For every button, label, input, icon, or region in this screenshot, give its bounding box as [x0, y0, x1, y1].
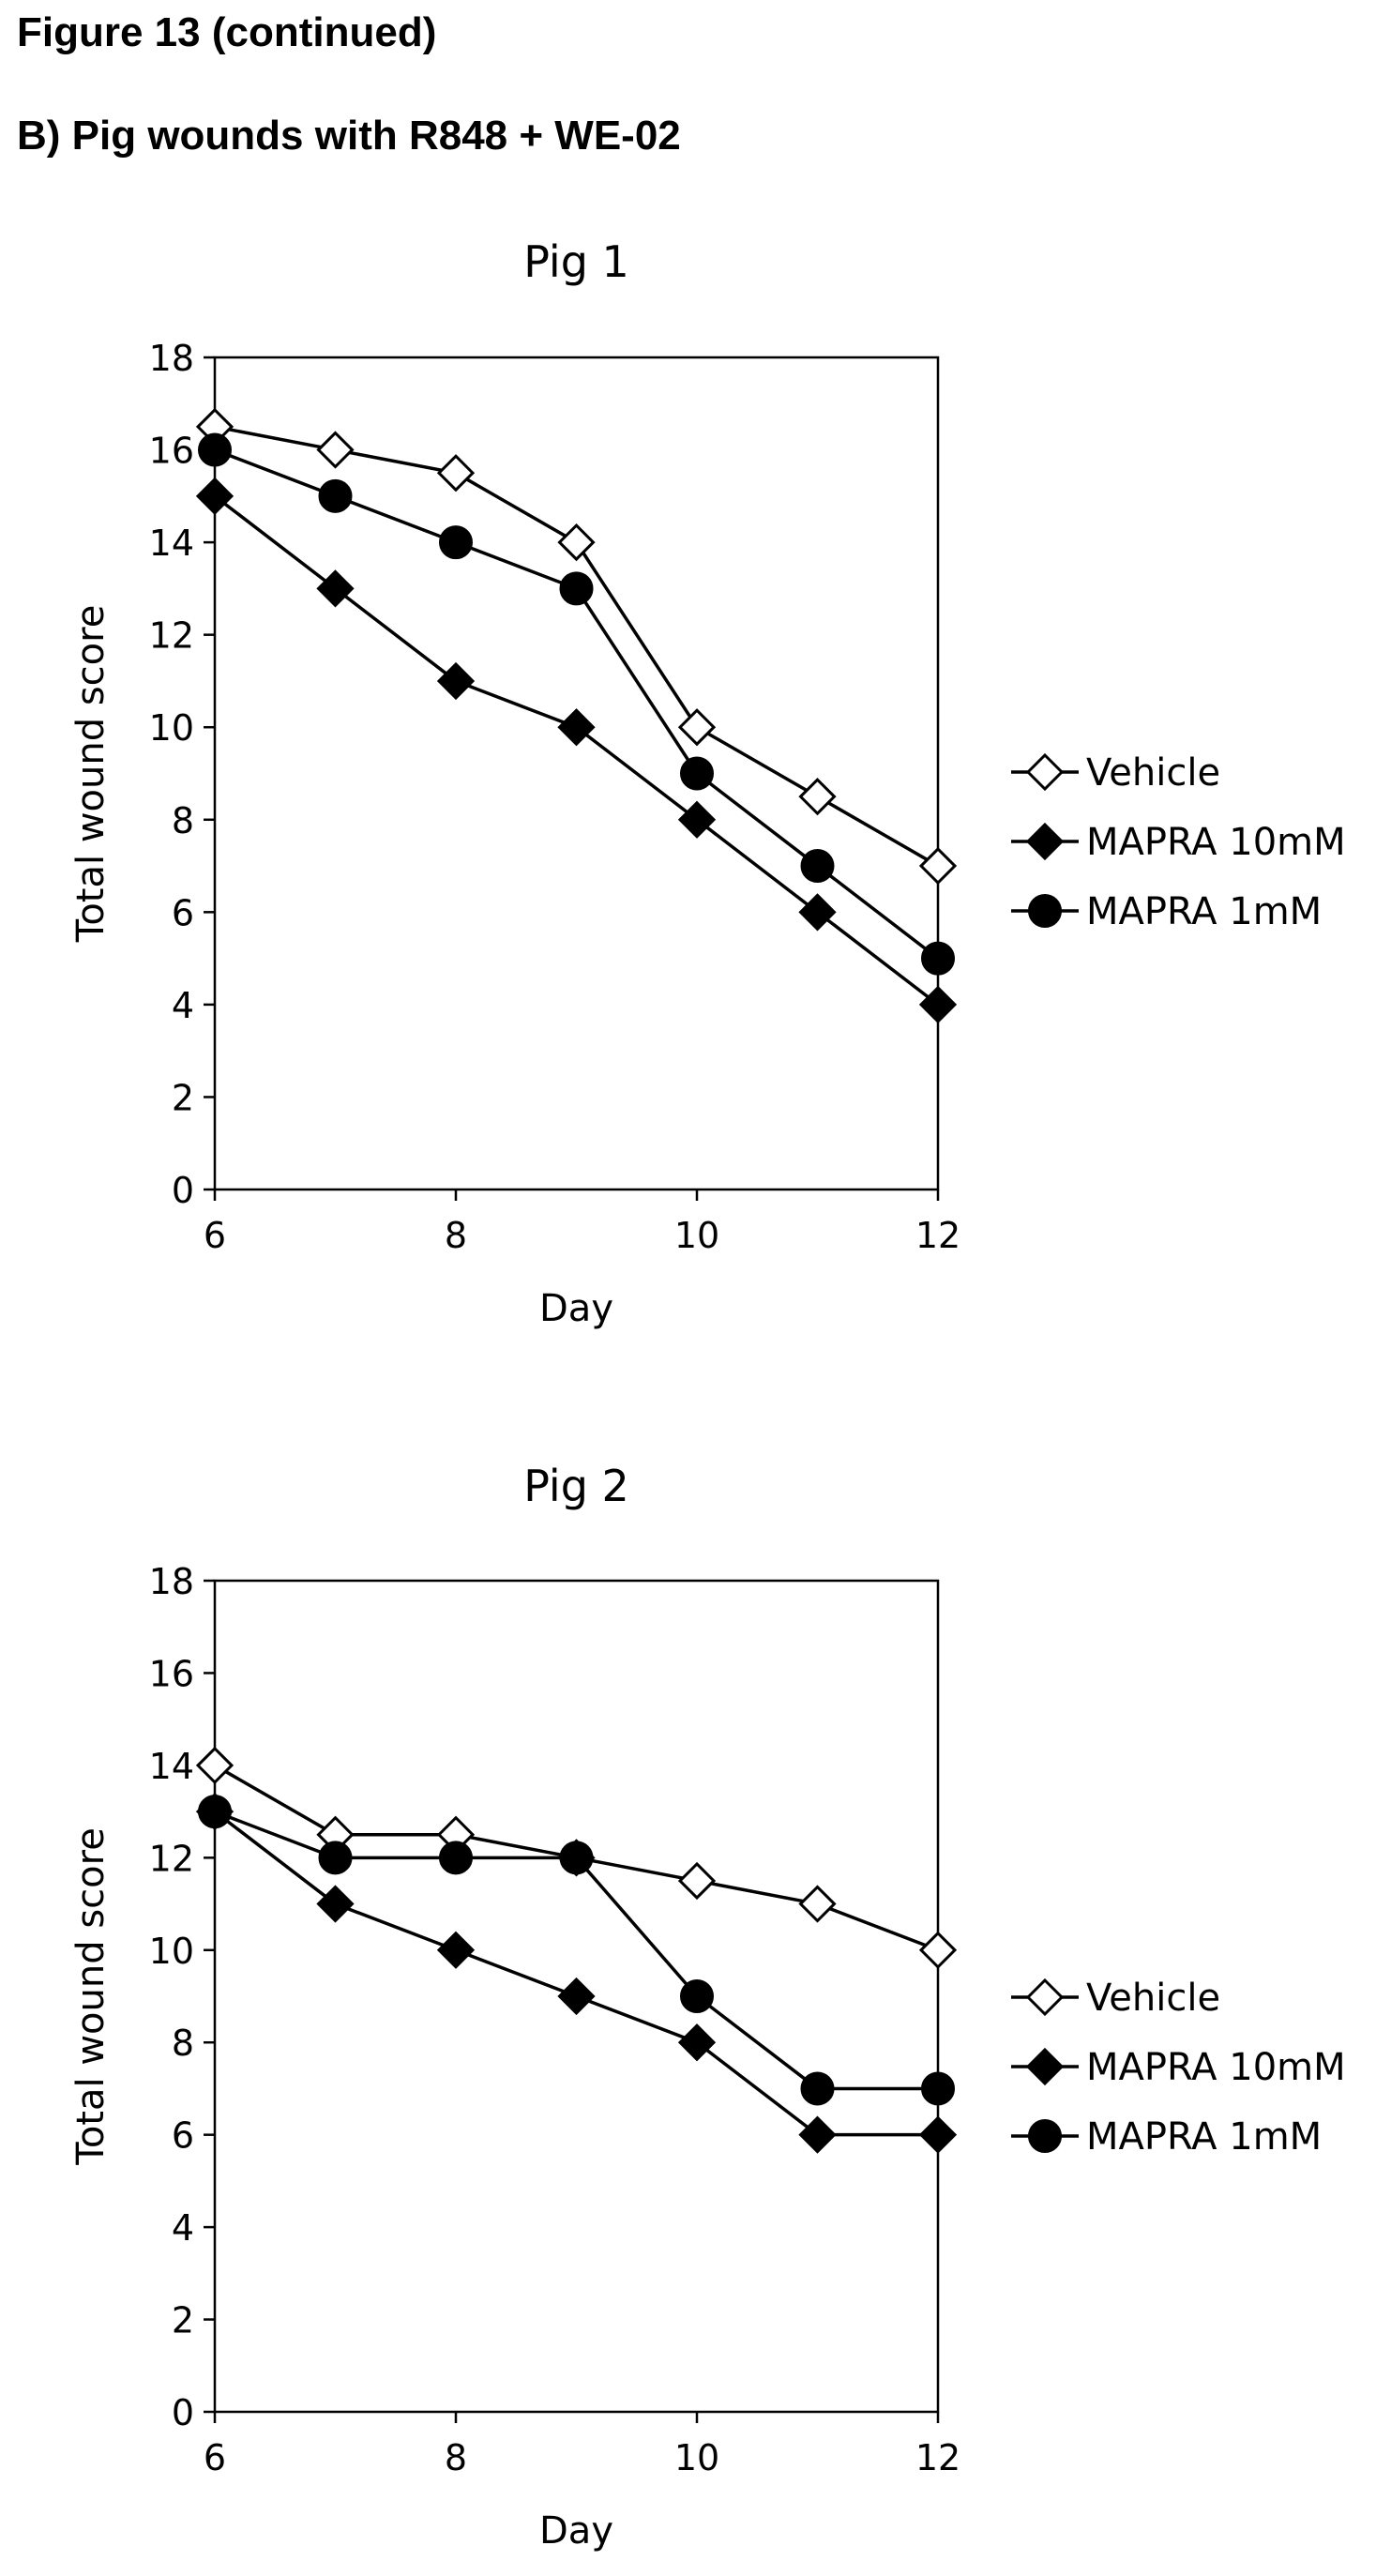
y-tick-label: 0 [172, 2392, 194, 2433]
y-tick-label: 6 [172, 2115, 194, 2157]
x-tick-label: 6 [204, 1215, 226, 1256]
data-point [921, 941, 955, 976]
data-point [436, 661, 476, 701]
data-point [677, 800, 717, 839]
data-point [918, 846, 958, 886]
data-point [316, 1885, 355, 1923]
data-point [559, 571, 594, 606]
y-tick-label: 12 [149, 615, 194, 657]
legend-marker [1028, 894, 1062, 928]
data-point [798, 1885, 837, 1923]
data-point [318, 478, 353, 513]
data-point [195, 1746, 234, 1785]
data-point [800, 2071, 835, 2106]
data-point [677, 2023, 717, 2062]
data-point [439, 1841, 473, 1875]
plot-frame [213, 356, 940, 1191]
y-tick-label: 10 [149, 707, 194, 749]
y-tick-label: 14 [149, 1746, 194, 1787]
x-tick-label: 12 [915, 2437, 960, 2478]
data-point [198, 432, 232, 467]
y-tick-label: 10 [149, 1931, 194, 1972]
data-point [559, 1841, 594, 1875]
data-point [677, 708, 717, 747]
y-tick-label: 6 [172, 892, 194, 933]
y-tick-label: 4 [172, 2207, 194, 2249]
data-point [436, 1931, 476, 1969]
x-tick-label: 10 [674, 2437, 719, 2478]
chart-title: Pig 2 [523, 1461, 629, 1511]
series-3 [198, 432, 955, 976]
legend-label: MAPRA 10mM [1086, 2046, 1346, 2089]
legend-label: Vehicle [1086, 751, 1220, 795]
legend: Vehicle MAPRA 10mM MAPRA 1mM [1011, 1977, 1346, 2159]
data-point [316, 569, 355, 608]
y-axis-label: Total wound score [69, 605, 113, 944]
y-tick-label: 8 [172, 800, 194, 841]
data-point [195, 477, 234, 515]
x-tick-label: 8 [445, 1215, 467, 1256]
data-point [680, 756, 714, 791]
legend-marker [1025, 1977, 1065, 2017]
y-tick-label: 14 [149, 523, 194, 564]
y-tick-label: 2 [172, 1077, 194, 1118]
data-point [800, 849, 835, 884]
x-axis-label: Day [539, 1287, 613, 1330]
x-tick-label: 10 [674, 1215, 719, 1256]
data-point [918, 1931, 958, 1969]
series-2 [195, 477, 958, 1024]
data-point [557, 523, 596, 562]
legend-marker [1028, 2119, 1062, 2153]
legend-label: MAPRA 1mM [1086, 890, 1322, 933]
x-tick-label: 12 [915, 1215, 960, 1256]
data-point [680, 1979, 714, 2013]
y-axis-label: Total wound score [69, 1827, 113, 2166]
legend-marker [1025, 2047, 1065, 2086]
chart-pig-2: Pig 2 0 2 4 6 8 10 12 14 16 18 6 8 10 12 Day Total wound… [69, 1461, 1346, 2553]
data-point [918, 2115, 958, 2154]
figure-subtitle: B) Pig wounds with R848 + WE-02 [17, 113, 681, 159]
data-point [198, 1795, 232, 1829]
x-axis-label: Day [539, 2509, 613, 2553]
y-tick-label: 16 [149, 431, 194, 472]
plot-frame [213, 1579, 940, 2414]
legend-label: Vehicle [1086, 1977, 1220, 2020]
data-point [436, 454, 476, 492]
legend-label: MAPRA 1mM [1086, 2115, 1322, 2159]
y-tick-label: 0 [172, 1170, 194, 1211]
y-tick-label: 2 [172, 2300, 194, 2341]
data-point [798, 2115, 837, 2154]
data-point [921, 2071, 955, 2106]
data-point [318, 1841, 353, 1875]
data-point [439, 525, 473, 560]
data-point [316, 431, 355, 469]
series-1 [195, 407, 958, 886]
y-tick-label: 16 [149, 1653, 194, 1694]
y-tick-label: 12 [149, 1838, 194, 1879]
data-point [918, 985, 958, 1024]
legend-label: MAPRA 10mM [1086, 821, 1346, 864]
x-tick-label: 6 [204, 2437, 226, 2478]
legend-marker [1025, 822, 1065, 861]
series-3 [198, 1795, 955, 2106]
y-tick-label: 18 [149, 1561, 194, 1602]
y-tick-label: 18 [149, 338, 194, 379]
figure-title: Figure 13 (continued) [17, 9, 437, 55]
legend-marker [1025, 752, 1065, 792]
chart-pig-1: Pig 1 0 2 4 6 8 10 12 14 16 18 6 8 10 12 Day Total wound… [69, 236, 1346, 1330]
chart-title: Pig 1 [523, 236, 629, 287]
data-point [798, 893, 837, 932]
y-tick-label: 4 [172, 985, 194, 1026]
x-tick-label: 8 [445, 2437, 467, 2478]
legend: Vehicle MAPRA 10mM MAPRA 1mM [1011, 751, 1346, 933]
data-point [677, 1861, 717, 1901]
data-point [798, 778, 837, 816]
data-point [557, 708, 596, 747]
y-tick-label: 8 [172, 2023, 194, 2064]
data-point [557, 1977, 596, 2016]
